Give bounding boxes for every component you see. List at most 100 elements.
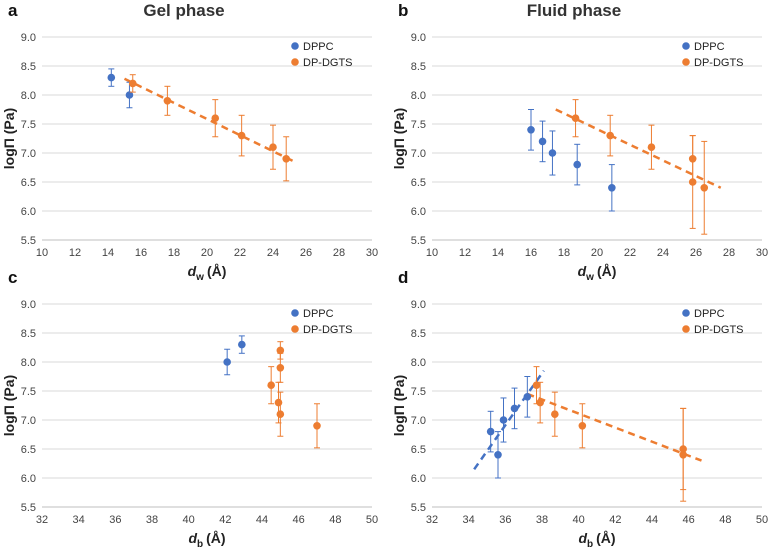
x-tick-label: 48 xyxy=(719,514,731,526)
x-tick-label: 50 xyxy=(366,514,378,526)
y-tick-label: 7.0 xyxy=(21,415,36,427)
y-tick-label: 6.0 xyxy=(411,206,426,218)
data-point xyxy=(548,149,557,157)
y-tick-label: 8.5 xyxy=(21,61,36,73)
legend-label: DP-DGTS xyxy=(694,57,744,69)
data-point xyxy=(128,79,137,88)
data-point xyxy=(606,131,614,140)
y-tick-label: 6.5 xyxy=(21,444,36,456)
legend-marker xyxy=(291,42,299,50)
y-tick-label: 8.0 xyxy=(21,357,36,369)
x-tick-label: 16 xyxy=(135,247,147,259)
x-tick-label: 14 xyxy=(102,247,114,259)
y-tick-label: 6.5 xyxy=(411,444,426,456)
panel-title: Gel phase xyxy=(143,1,224,20)
x-tick-label: 16 xyxy=(525,247,537,259)
x-tick-label: 36 xyxy=(109,514,121,526)
y-tick-label: 8.0 xyxy=(21,90,36,102)
x-tick-label: 40 xyxy=(183,514,195,526)
panel-c: c 5.5 6.0 6.5 7.0 7.5 8.0 8.5 9.0 32 34 36 38 40 42 44 4… xyxy=(1,268,378,550)
x-tick-label: 44 xyxy=(646,514,658,526)
x-tick-label: 20 xyxy=(201,247,213,259)
y-tick-label: 7.5 xyxy=(411,386,426,398)
data-point xyxy=(571,114,580,122)
x-tick-label: 32 xyxy=(426,514,438,526)
data-point xyxy=(282,155,291,163)
panel-label: d xyxy=(398,268,408,287)
x-tick-label: 28 xyxy=(333,247,345,259)
x-tick-label: 32 xyxy=(36,514,48,526)
x-tick-label: 26 xyxy=(690,247,702,259)
x-axis-title-main: d xyxy=(188,263,197,279)
x-axis-title-sub: b xyxy=(587,539,593,550)
x-tick-label: 30 xyxy=(366,247,378,259)
legend-marker xyxy=(682,42,690,50)
y-tick-label: 9.0 xyxy=(21,299,36,311)
legend-label: DP-DGTS xyxy=(694,324,744,336)
y-tick-label: 7.0 xyxy=(21,148,36,160)
legend-label: DP-DGTS xyxy=(303,324,353,336)
x-tick-label: 48 xyxy=(329,514,341,526)
data-point xyxy=(269,143,277,151)
data-point xyxy=(536,398,544,407)
series-dp-dgts xyxy=(128,74,291,182)
x-tick-label: 30 xyxy=(756,247,768,259)
legend-label: DP-DGTS xyxy=(303,57,353,69)
x-tick-label: 24 xyxy=(657,247,669,259)
data-point xyxy=(538,137,547,146)
x-tick-label: 10 xyxy=(426,247,438,259)
data-point xyxy=(107,73,116,82)
x-tick-label: 26 xyxy=(300,247,312,259)
data-point xyxy=(578,422,587,430)
data-point xyxy=(523,393,532,401)
data-point xyxy=(486,427,495,436)
x-tick-label: 20 xyxy=(591,247,603,259)
y-tick-label: 8.0 xyxy=(411,90,426,102)
legend-marker xyxy=(291,309,299,317)
data-point xyxy=(276,410,285,419)
y-tick-label: 9.0 xyxy=(21,32,36,44)
y-tick-label: 6.0 xyxy=(21,206,36,218)
legend-label: DPPC xyxy=(694,308,725,320)
x-axis-title-sub: w xyxy=(195,272,204,283)
x-tick-label: 24 xyxy=(267,247,279,259)
y-axis-title: logΠ (Pa) xyxy=(1,108,17,169)
series-dppc xyxy=(107,68,134,109)
data-point xyxy=(163,97,172,105)
data-point xyxy=(274,398,283,407)
y-tick-label: 6.5 xyxy=(21,177,36,189)
y-tick-label: 9.0 xyxy=(411,299,426,311)
y-tick-label: 5.5 xyxy=(411,235,426,247)
x-tick-label: 18 xyxy=(168,247,180,259)
panel-b: b Fluid phase 5.5 6.0 6.5 7.0 7.5 8.0 8.5 9.0 10 12… xyxy=(391,1,768,283)
data-point xyxy=(276,346,285,355)
x-axis-title-main: d xyxy=(578,530,587,546)
y-tick-label: 7.5 xyxy=(411,119,426,131)
x-tick-label: 28 xyxy=(723,247,735,259)
legend-marker xyxy=(682,325,690,333)
x-tick-label: 44 xyxy=(256,514,268,526)
x-tick-label: 46 xyxy=(293,514,305,526)
y-tick-label: 7.0 xyxy=(411,148,426,160)
legend-marker xyxy=(291,58,299,66)
x-axis-title-unit: (Å) xyxy=(597,263,616,279)
y-tick-label: 9.0 xyxy=(411,32,426,44)
y-tick-label: 8.5 xyxy=(411,328,426,340)
data-point xyxy=(125,91,134,99)
panel-label: c xyxy=(8,268,17,287)
x-axis-title-main: d xyxy=(578,263,587,279)
x-tick-label: 38 xyxy=(536,514,548,526)
x-tick-label: 50 xyxy=(756,514,768,526)
series-dp-dgts xyxy=(267,341,321,449)
y-tick-label: 8.0 xyxy=(411,357,426,369)
x-axis-title-unit: (Å) xyxy=(596,530,615,546)
y-axis-title: logΠ (Pa) xyxy=(391,108,407,169)
data-point xyxy=(223,358,231,366)
y-tick-label: 5.5 xyxy=(21,235,36,247)
data-point xyxy=(688,178,697,186)
x-tick-label: 18 xyxy=(558,247,570,259)
data-point xyxy=(551,410,559,419)
panel-label: b xyxy=(398,1,408,20)
legend: DPPC DP-DGTS xyxy=(682,308,744,336)
